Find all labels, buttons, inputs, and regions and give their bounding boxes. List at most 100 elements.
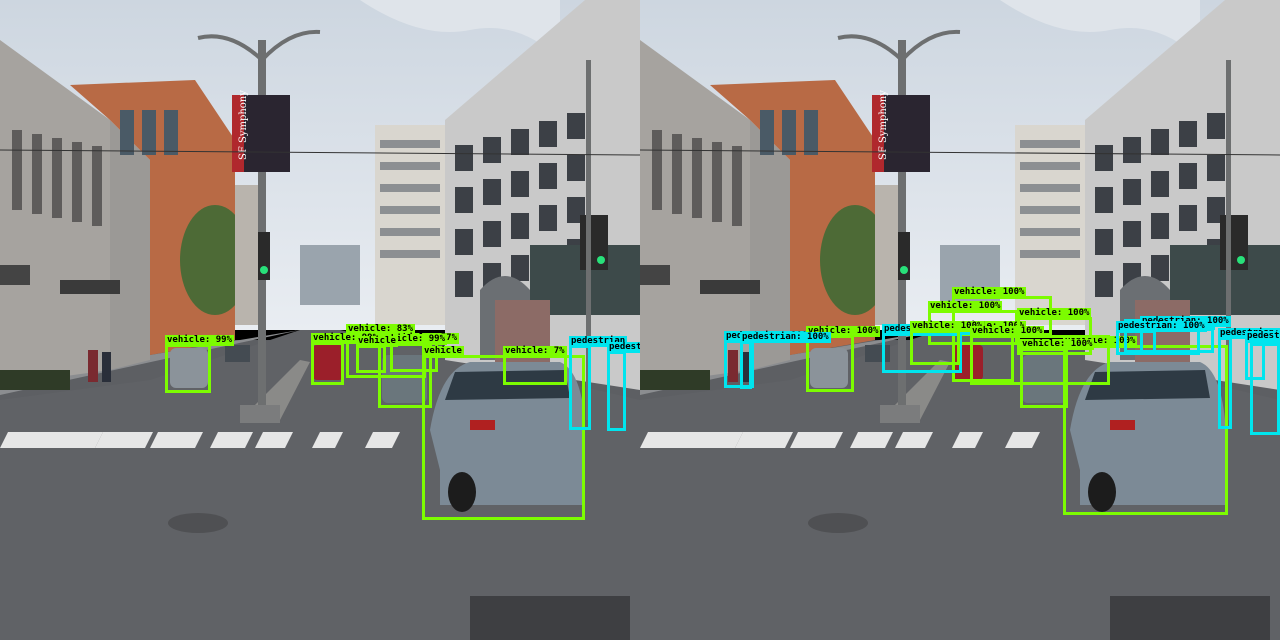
green-light — [900, 266, 908, 274]
lamp-base — [880, 405, 920, 423]
pedestrian-detection-box: pedestrian — [569, 336, 628, 430]
pedestrian-detection-box: pedestrian — [607, 342, 640, 431]
suv-window — [445, 370, 570, 400]
building-window — [1151, 129, 1169, 155]
building-window — [511, 171, 529, 197]
vehicle-detection-box: vehicle: 100% — [1020, 339, 1095, 408]
building-window — [782, 110, 796, 155]
building-window — [380, 162, 440, 170]
pedestrian-person — [102, 352, 111, 382]
building-window — [164, 110, 178, 155]
detection-label: pedestrian: 100% — [740, 332, 831, 343]
building-window — [712, 142, 722, 222]
lamp-post — [258, 40, 266, 410]
vehicle-detection-box: vehicle: 100% — [910, 321, 985, 365]
taillight — [1110, 420, 1135, 430]
car — [313, 345, 343, 380]
street-scene: SF Symphony — [640, 0, 1280, 640]
building-window — [380, 250, 440, 258]
building-window — [1179, 205, 1197, 231]
manhole-cover — [808, 513, 868, 533]
tree — [820, 205, 890, 315]
building-window — [567, 113, 585, 139]
vehicle-detection-box: vehicle: 99% — [378, 334, 448, 408]
building-window — [1179, 121, 1197, 147]
building-window — [511, 213, 529, 239]
pedestrian-person — [742, 352, 751, 382]
building-window — [1095, 187, 1113, 213]
green-light — [597, 256, 605, 264]
building-far — [300, 245, 360, 305]
building-window — [672, 134, 682, 214]
building-window — [1020, 206, 1080, 214]
building-window — [120, 110, 134, 155]
building-window — [1123, 179, 1141, 205]
hedge — [640, 370, 710, 390]
awning — [60, 280, 120, 294]
building-window — [380, 140, 440, 148]
hedge — [0, 370, 70, 390]
vehicle-detection-box: vehicle: 100% — [970, 326, 1110, 385]
crosswalk-stripe — [0, 432, 48, 448]
car — [225, 345, 250, 362]
building-window — [1123, 221, 1141, 247]
building-window — [483, 221, 501, 247]
building-window — [92, 146, 102, 226]
building-window — [1020, 184, 1080, 192]
building-window — [539, 205, 557, 231]
tree — [180, 205, 250, 315]
cloud — [360, 0, 560, 60]
lamp-arm — [197, 34, 264, 62]
awning — [700, 280, 760, 294]
building-window — [32, 134, 42, 214]
building-window — [652, 130, 662, 210]
taillight — [470, 420, 495, 430]
building-window — [380, 184, 440, 192]
awning — [0, 265, 30, 285]
banner-stripe — [232, 95, 244, 172]
awning — [640, 265, 670, 285]
banner-text: SF Symphony — [878, 90, 889, 160]
vehicle-detection-box: vehicle: 99% — [311, 333, 381, 385]
detection-label: pedestrian: 100% — [1245, 331, 1280, 342]
detections-left: vehicle: 99%vehicle: 83%vehicle: 57%vehi… — [165, 324, 640, 520]
detection-label: vehicle: 83% — [346, 324, 416, 335]
building-window — [511, 129, 529, 155]
building-window — [483, 179, 501, 205]
detection-label: vehicle: 100% — [970, 326, 1045, 337]
building-window — [455, 229, 473, 255]
building-window — [1020, 140, 1080, 148]
pedestrian-detection-box: pedestrian: 100% — [740, 332, 831, 389]
building-window — [804, 110, 818, 155]
detection-label: pedestrian — [607, 342, 640, 353]
crosswalk-stripe — [38, 432, 103, 448]
road-patch — [1110, 596, 1270, 640]
building-window — [1020, 162, 1080, 170]
detection-label: vehicle: 99% — [378, 334, 448, 345]
crosswalk-stripe — [150, 432, 203, 448]
building-window — [72, 142, 82, 222]
lamp-base — [240, 405, 280, 423]
crosswalk-stripe — [365, 432, 400, 448]
detection-label: vehicle: 7% — [503, 346, 567, 357]
car — [1022, 355, 1067, 403]
overhead-wire — [0, 149, 640, 156]
green-light — [260, 266, 268, 274]
building-window — [539, 121, 557, 147]
building-window — [455, 145, 473, 171]
crosswalk-stripe — [640, 432, 688, 448]
vehicle-detection-box: vehicle — [422, 346, 585, 520]
green-light — [1237, 256, 1245, 264]
building-far — [1015, 125, 1085, 325]
crosswalk-stripe — [735, 432, 793, 448]
building-window — [1151, 255, 1169, 281]
detection-label: vehicle: 99% — [311, 333, 381, 344]
building-left-side — [110, 120, 150, 370]
detection-label: vehicle: 100% — [910, 321, 985, 332]
building-window — [511, 255, 529, 281]
building-window — [1095, 229, 1113, 255]
building-window — [1207, 113, 1225, 139]
building-window — [1020, 250, 1080, 258]
lamp-post — [898, 40, 906, 410]
wheel — [448, 472, 476, 512]
